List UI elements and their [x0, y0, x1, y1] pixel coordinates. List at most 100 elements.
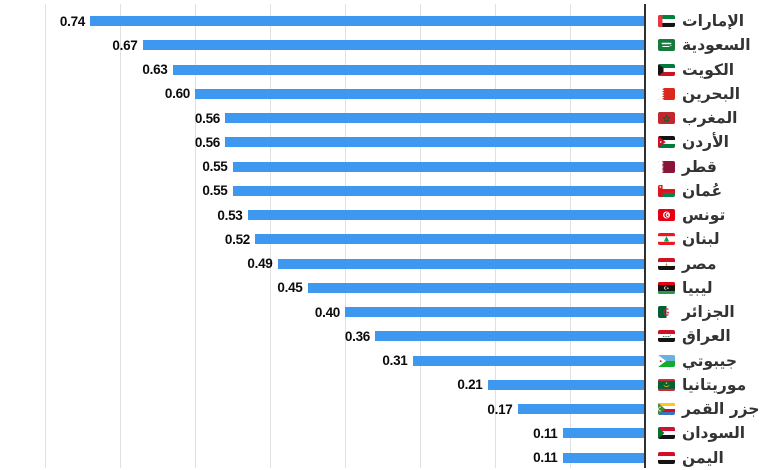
bar-value-label: 0.40: [314, 304, 340, 320]
bar: [195, 88, 645, 99]
bar-value-label: 0.21: [457, 377, 483, 393]
bar: [172, 64, 645, 75]
bar: [225, 137, 645, 148]
category-label-group: مصر: [658, 252, 717, 276]
chart-row: 0.21 موريتانيا: [0, 373, 780, 397]
bar: [90, 16, 645, 27]
bar-value-label: 0.53: [217, 207, 243, 223]
category-label-group: البحرين: [658, 82, 740, 106]
category-label: لبنان: [682, 230, 720, 249]
bar: [562, 428, 645, 439]
category-label: جيبوتي: [682, 351, 738, 370]
chart-row: 0.55 قطر: [0, 155, 780, 179]
bar-value-label: 0.63: [142, 62, 168, 78]
chart-row: 0.40 الجزائر: [0, 300, 780, 324]
category-label-group: عُمان: [658, 179, 722, 203]
flag-jordan-icon: [658, 136, 675, 149]
bar: [225, 113, 645, 124]
category-label-group: العراق: [658, 324, 731, 348]
bar-value-label: 0.49: [247, 256, 273, 272]
flag-egypt-icon: [658, 257, 675, 270]
chart-row: 0.74 الإمارات: [0, 9, 780, 33]
chart-row: 0.52 لبنان: [0, 227, 780, 251]
category-label: عُمان: [682, 181, 723, 200]
gridline: [45, 4, 46, 468]
bar: [345, 307, 645, 318]
category-label: مصر: [682, 254, 717, 273]
bar-value-label: 0.55: [202, 183, 228, 199]
category-label-group: الإمارات: [658, 9, 744, 33]
bar: [487, 379, 645, 390]
flag-djibouti-icon: [658, 354, 675, 367]
chart-row: 0.67 السعودية: [0, 33, 780, 57]
chart-row: 0.56 المغرب: [0, 106, 780, 130]
category-label: موريتانيا: [682, 375, 747, 394]
category-label-group: تونس: [658, 203, 725, 227]
chart-row: 0.45 ليبيا: [0, 276, 780, 300]
bar-value-label: 0.17: [487, 401, 513, 417]
category-label-group: السعودية: [658, 33, 751, 57]
category-label-group: موريتانيا: [658, 373, 746, 397]
flag-algeria-icon: [658, 306, 675, 319]
bar: [375, 331, 645, 342]
bar-value-label: 0.45: [277, 280, 303, 296]
chart-row: 0.55 عُمان: [0, 179, 780, 203]
flag-saudi-arabia-icon: [658, 39, 675, 52]
category-label-group: لبنان: [658, 227, 720, 251]
category-label-group: جزر القمر: [658, 397, 759, 421]
flag-kuwait-icon: [658, 63, 675, 76]
bar-value-label: 0.52: [224, 231, 250, 247]
flag-morocco-icon: [658, 112, 675, 125]
category-label-group: الجزائر: [658, 300, 735, 324]
bar-value-label: 0.67: [112, 37, 138, 53]
chart-row: 0.63 الكويت: [0, 58, 780, 82]
flag-oman-icon: [658, 184, 675, 197]
bar: [142, 40, 645, 51]
flag-tunisia-icon: [658, 209, 675, 222]
gridline: [120, 4, 121, 468]
bar-value-label: 0.36: [344, 328, 370, 344]
flag-lebanon-icon: [658, 233, 675, 246]
chart-row: 0.56 الأردن: [0, 130, 780, 154]
chart-row: 0.11 اليمن: [0, 446, 780, 470]
category-label: الإمارات: [682, 12, 745, 31]
category-label-group: المغرب: [658, 106, 738, 130]
bar: [247, 210, 645, 221]
bar-value-label: 0.31: [382, 353, 408, 369]
category-label-group: الأردن: [658, 130, 729, 154]
bar: [562, 452, 645, 463]
bar: [517, 404, 645, 415]
flag-libya-icon: [658, 281, 675, 294]
bar: [307, 282, 645, 293]
flag-qatar-icon: [658, 160, 675, 173]
flag-yemen-icon: [658, 451, 675, 464]
bar-value-label: 0.55: [202, 159, 228, 175]
category-label-group: قطر: [658, 155, 717, 179]
flag-sudan-icon: [658, 427, 675, 440]
category-label: السعودية: [682, 36, 751, 55]
bar: [232, 185, 645, 196]
category-label-group: السودان: [658, 421, 745, 445]
category-label: السودان: [682, 424, 746, 443]
category-label-group: الكويت: [658, 58, 734, 82]
gridline: [195, 4, 196, 468]
chart-row: 0.31 جيبوتي: [0, 349, 780, 373]
category-label: جزر القمر: [682, 400, 760, 419]
chart-row: 0.17 جزر القمر: [0, 397, 780, 421]
bar-value-label: 0.74: [59, 13, 85, 29]
category-label: تونس: [682, 206, 726, 225]
chart-row: 0.36 العراق: [0, 324, 780, 348]
category-label: الجزائر: [682, 303, 735, 322]
category-label-group: ليبيا: [658, 276, 713, 300]
flag-bahrain-icon: [658, 87, 675, 100]
bar: [255, 234, 645, 245]
bar-value-label: 0.56: [194, 110, 220, 126]
category-label: قطر: [682, 157, 717, 176]
flag-iraq-icon: [658, 330, 675, 343]
category-label: البحرين: [682, 84, 741, 103]
chart-row: 0.53 تونس: [0, 203, 780, 227]
bar-value-label: 0.56: [194, 134, 220, 150]
bar: [412, 355, 645, 366]
category-label: المغرب: [682, 109, 738, 128]
